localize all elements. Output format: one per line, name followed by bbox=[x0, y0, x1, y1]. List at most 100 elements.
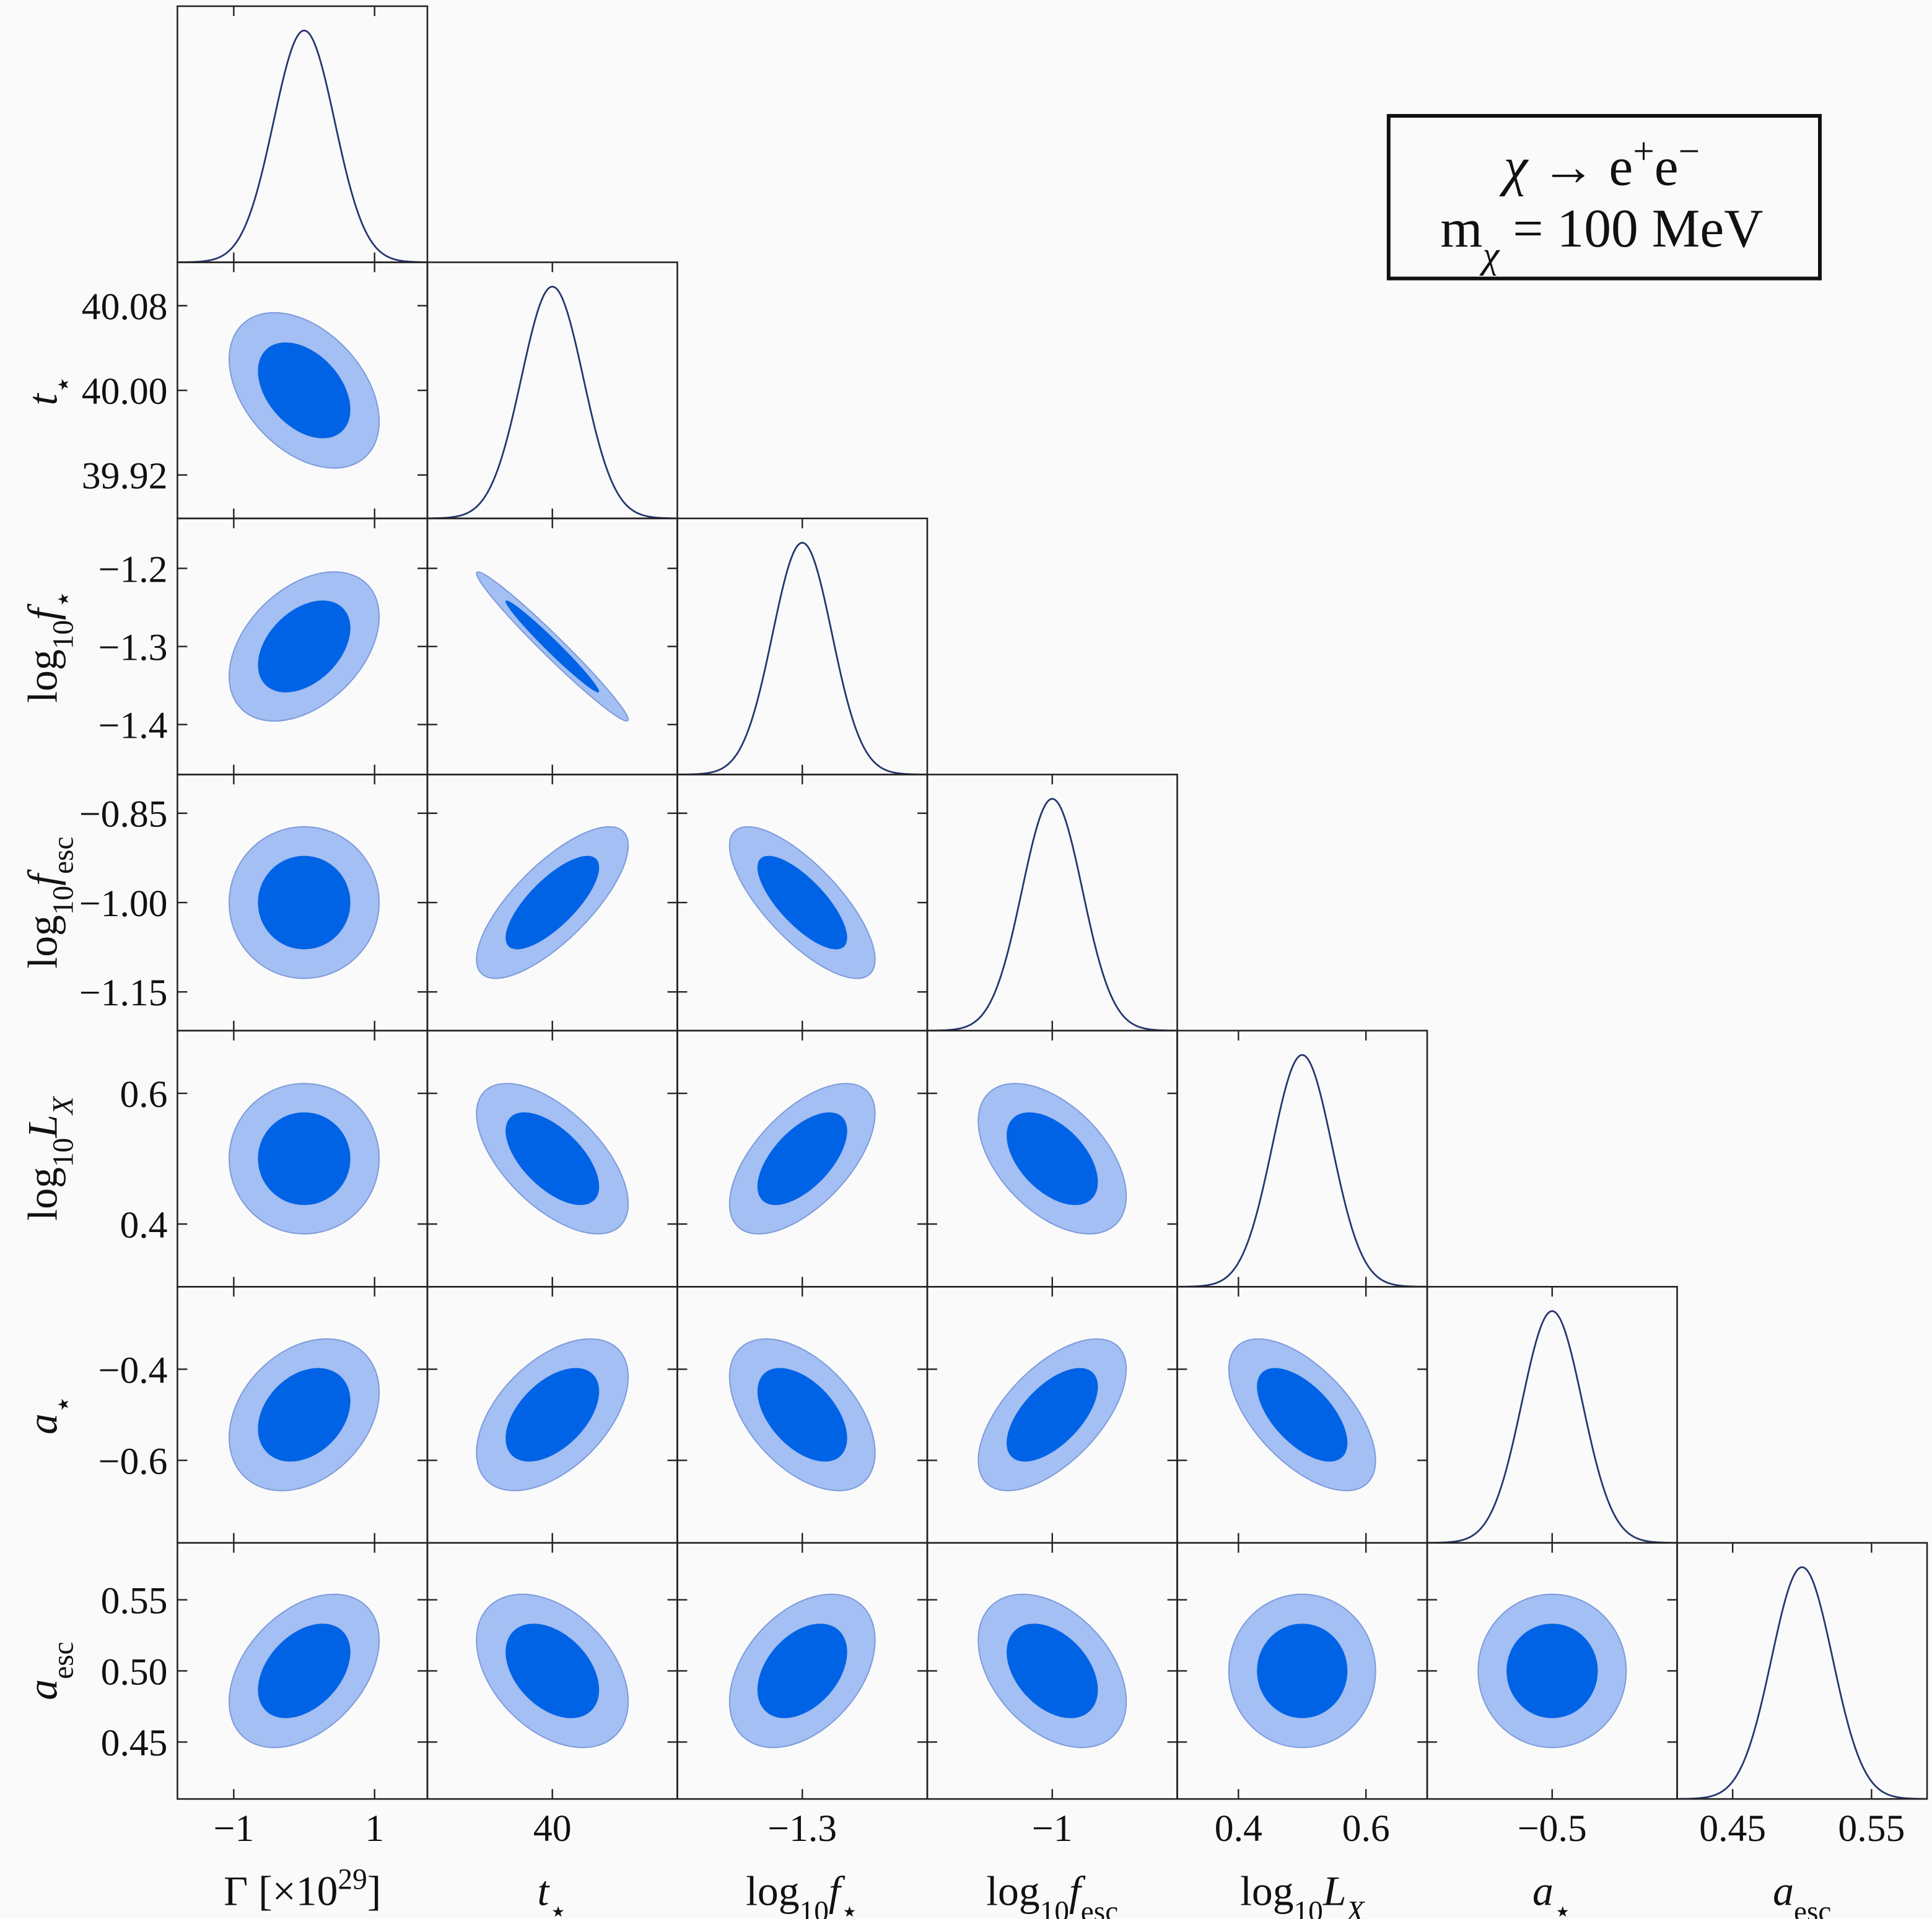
panel bbox=[1677, 1566, 1928, 1799]
label-part: 10 bbox=[48, 886, 80, 915]
marginal-curve bbox=[177, 29, 427, 263]
x-axis-label: Γ [×1029] bbox=[224, 1863, 381, 1914]
panel bbox=[977, 1083, 1127, 1235]
label-part: log bbox=[986, 1868, 1039, 1914]
panel bbox=[476, 826, 629, 979]
y-tick-label: −1.00 bbox=[79, 883, 168, 925]
marginal-curve bbox=[1427, 1310, 1677, 1543]
contour-region bbox=[505, 1624, 600, 1718]
label-part: esc bbox=[48, 837, 80, 874]
contour-region bbox=[757, 1624, 847, 1718]
y-axis-label: aesc bbox=[20, 1641, 80, 1700]
y-tick-label: 0.50 bbox=[101, 1651, 168, 1693]
y-tick-label: 0.55 bbox=[101, 1580, 168, 1622]
label-part: log bbox=[746, 1868, 799, 1914]
label-part: ⋆ bbox=[48, 1395, 80, 1414]
label-part: log bbox=[20, 915, 66, 968]
label-part: t bbox=[20, 392, 66, 405]
contour-region bbox=[258, 1112, 351, 1205]
label-part: esc bbox=[1794, 1895, 1831, 1919]
legend-text: mχ = 100 MeV bbox=[1440, 198, 1763, 276]
y-tick-label: −1.15 bbox=[79, 972, 168, 1014]
panel bbox=[177, 29, 427, 263]
panel bbox=[728, 826, 876, 979]
x-tick-label: −1 bbox=[1032, 1808, 1073, 1850]
x-tick-label: 1 bbox=[365, 1808, 384, 1850]
panel bbox=[476, 1593, 629, 1749]
x-tick-label: −0.5 bbox=[1518, 1808, 1587, 1850]
label-part: a bbox=[20, 1414, 66, 1435]
legend-text: χ → e+e− bbox=[1499, 130, 1700, 196]
label-part: 10 bbox=[800, 1895, 829, 1919]
label-part: log bbox=[20, 649, 66, 702]
label-part: ⋆ bbox=[841, 1895, 859, 1919]
panel bbox=[677, 541, 927, 775]
panel bbox=[977, 1593, 1127, 1749]
label-part: + bbox=[1633, 130, 1654, 172]
label-part: X bbox=[48, 1095, 80, 1116]
label-part: a bbox=[1773, 1868, 1794, 1914]
y-tick-label: 40.08 bbox=[82, 286, 168, 328]
panel bbox=[476, 571, 629, 722]
contour-region bbox=[757, 1368, 847, 1462]
panel-frame bbox=[1676, 1542, 1928, 1800]
label-part: m bbox=[1440, 198, 1482, 258]
panel bbox=[229, 1083, 380, 1235]
x-axis-label: t⋆ bbox=[537, 1868, 567, 1919]
label-part: = 100 MeV bbox=[1499, 198, 1763, 258]
label-part: ] bbox=[367, 1868, 382, 1914]
marginal-curve bbox=[427, 286, 678, 518]
y-tick-label: 39.92 bbox=[82, 455, 168, 497]
contour-region bbox=[505, 855, 600, 950]
y-tick-label: 0.4 bbox=[120, 1204, 167, 1246]
contour-region bbox=[505, 1368, 600, 1462]
label-part: a bbox=[20, 1679, 66, 1700]
marginal-curve bbox=[677, 541, 927, 775]
panel bbox=[427, 286, 678, 518]
label-part: ⋆ bbox=[549, 1895, 567, 1919]
contour-region bbox=[1007, 1112, 1098, 1205]
panel bbox=[229, 826, 380, 979]
contour-region bbox=[258, 855, 351, 950]
panel bbox=[476, 1083, 629, 1235]
label-part: a bbox=[1532, 1868, 1554, 1914]
label-part: − bbox=[1679, 130, 1700, 172]
contour-region bbox=[1506, 1624, 1598, 1718]
panel bbox=[1427, 1310, 1677, 1543]
panel bbox=[977, 1338, 1127, 1492]
contour-region bbox=[258, 1624, 351, 1718]
label-part: 10 bbox=[48, 1138, 80, 1167]
y-tick-label: 0.45 bbox=[101, 1722, 168, 1764]
y-tick-label: −1.3 bbox=[98, 627, 168, 669]
x-tick-label: 0.6 bbox=[1342, 1808, 1390, 1850]
y-tick-label: −0.4 bbox=[98, 1349, 168, 1391]
label-part: χ bbox=[1479, 234, 1500, 276]
label-part: log bbox=[20, 1167, 66, 1220]
label-part: e bbox=[1654, 136, 1679, 196]
label-part: L bbox=[20, 1114, 66, 1139]
contour-region bbox=[757, 855, 847, 950]
label-part: esc bbox=[1081, 1895, 1118, 1919]
panel bbox=[927, 798, 1178, 1031]
label-part: ⋆ bbox=[1554, 1895, 1572, 1919]
label-part: χ bbox=[1499, 136, 1529, 196]
label-part: 10 bbox=[48, 620, 80, 649]
panel bbox=[728, 1083, 876, 1235]
panel bbox=[476, 1338, 629, 1492]
y-tick-label: 40.00 bbox=[82, 370, 168, 413]
label-part: ⋆ bbox=[48, 375, 80, 394]
x-axis-label: aesc bbox=[1773, 1868, 1831, 1919]
label-part: → e bbox=[1528, 136, 1633, 196]
label-part: esc bbox=[48, 1641, 80, 1679]
x-axis-label: a⋆ bbox=[1532, 1868, 1571, 1919]
contour-region bbox=[1257, 1368, 1348, 1462]
y-axis-label: log10f⋆ bbox=[20, 590, 80, 703]
label-part: t bbox=[537, 1868, 550, 1914]
contour-region bbox=[258, 1368, 351, 1462]
contour-region bbox=[1007, 1624, 1098, 1718]
label-part: 29 bbox=[338, 1863, 367, 1895]
contour-region bbox=[258, 600, 351, 693]
panel bbox=[229, 1593, 380, 1749]
